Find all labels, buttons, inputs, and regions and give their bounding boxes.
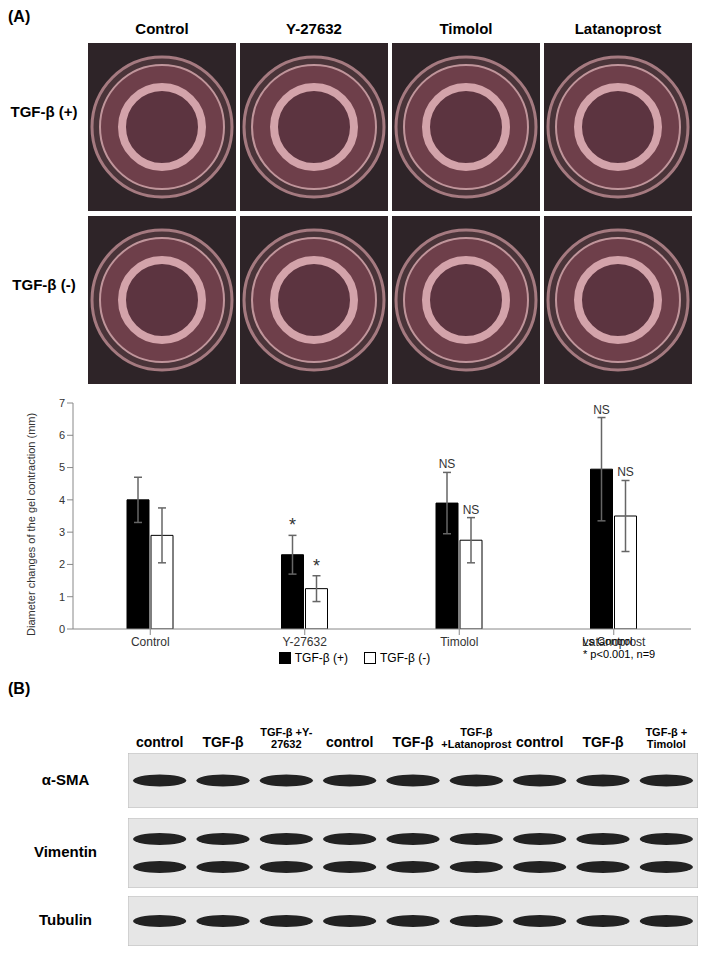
svg-text:NS: NS bbox=[463, 503, 480, 517]
html-text:TGF-β (-): TGF-β (-) bbox=[380, 651, 431, 665]
svg-text:2: 2 bbox=[59, 558, 65, 570]
svg-text:Timolol: Timolol bbox=[440, 635, 478, 649]
svg-text:NS: NS bbox=[617, 465, 634, 479]
html-text:control: control bbox=[135, 734, 184, 750]
svg-text:*: * bbox=[289, 515, 296, 535]
html-text:TGF-β: TGF-β bbox=[582, 734, 624, 750]
svg-text:5: 5 bbox=[59, 461, 65, 473]
html-text:* p<0.001, n=9: * p<0.001, n=9 bbox=[583, 648, 656, 660]
html-text:(B): (B) bbox=[8, 680, 31, 697]
html-text:Tubulin: Tubulin bbox=[39, 911, 92, 928]
svg-text:0: 0 bbox=[59, 623, 65, 635]
svg-text:7: 7 bbox=[59, 397, 65, 409]
svg-text:NS: NS bbox=[593, 403, 610, 417]
html-text:TGF-β + Timolol: TGF-β + Timolol bbox=[645, 726, 688, 750]
svg-text:3: 3 bbox=[59, 526, 65, 538]
html-text:control: control bbox=[325, 734, 374, 750]
html-text:Control: Control bbox=[135, 20, 189, 37]
html-text:TGF-β (+): TGF-β (+) bbox=[294, 651, 348, 665]
svg-text:*: * bbox=[313, 556, 320, 576]
svg-text:NS: NS bbox=[439, 457, 456, 471]
html-text:Y-27632: Y-27632 bbox=[286, 20, 342, 37]
svg-text:4: 4 bbox=[59, 494, 65, 506]
html-text:Vimentin: Vimentin bbox=[34, 843, 97, 860]
html-text:TGF-β (+): TGF-β (+) bbox=[10, 103, 78, 120]
html-text:vs Control: vs Control bbox=[583, 635, 633, 647]
html-text:TGF-β +Y-27632: TGF-β +Y-27632 bbox=[260, 726, 313, 750]
svg-text:1: 1 bbox=[59, 591, 65, 603]
svg-text:6: 6 bbox=[59, 429, 65, 441]
html-text:TGF-β: TGF-β bbox=[392, 734, 434, 750]
svg-text:Control: Control bbox=[131, 635, 170, 649]
html-text:TGF-β: TGF-β bbox=[202, 734, 244, 750]
html-text:Timolol: Timolol bbox=[439, 20, 493, 37]
html-text:Latanoprost: Latanoprost bbox=[574, 20, 662, 37]
html-text:TGF-β +Latanoprost control: TGF-β +Latanoprost control bbox=[441, 726, 564, 750]
html-text:(A): (A) bbox=[8, 8, 31, 25]
html-text:TGF-β (-): TGF-β (-) bbox=[12, 276, 76, 293]
html-text:α-SMA: α-SMA bbox=[41, 770, 90, 788]
svg-text:Y-27632: Y-27632 bbox=[283, 635, 328, 649]
svg-text:Diameter changes of the gel co: Diameter changes of the gel contraction … bbox=[25, 413, 37, 636]
